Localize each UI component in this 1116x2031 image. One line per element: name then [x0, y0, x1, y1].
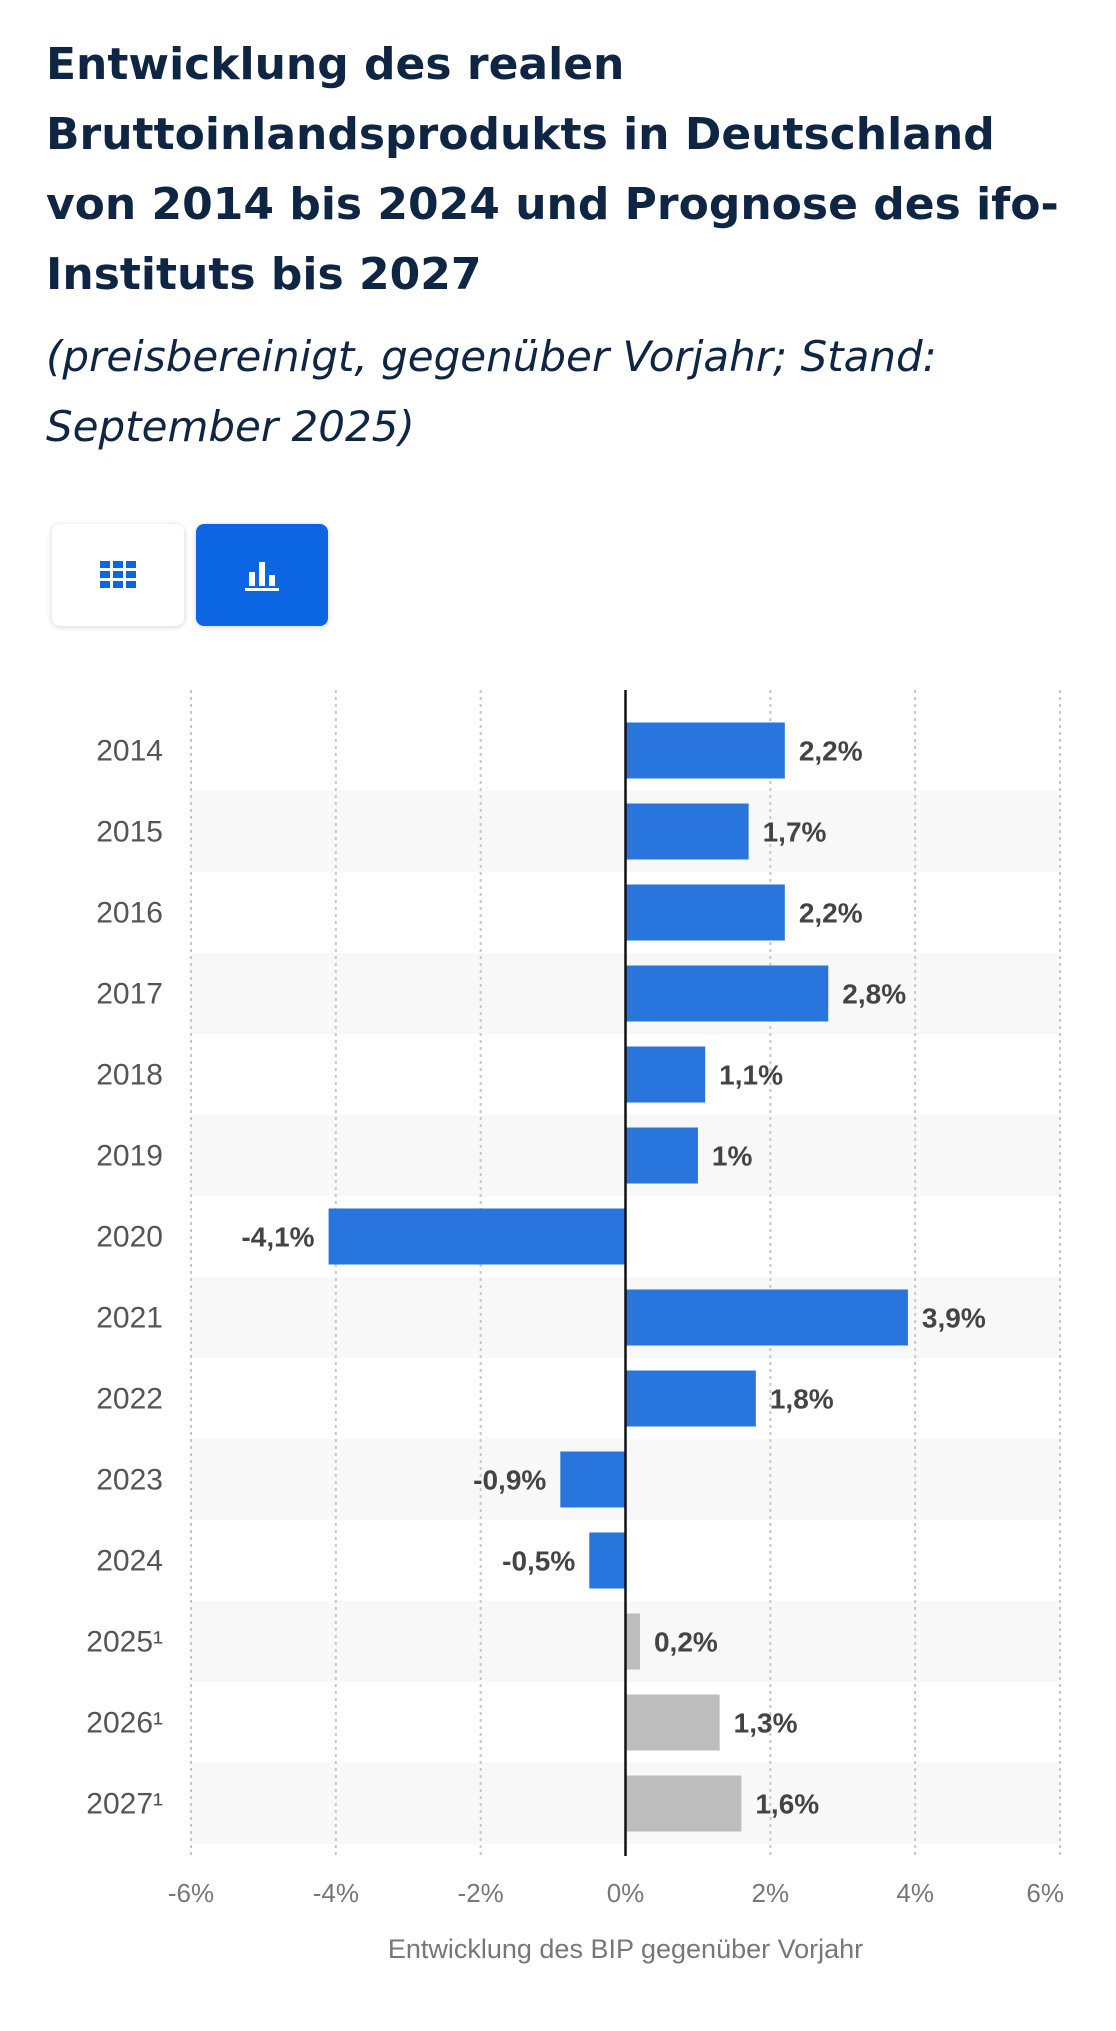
grid-icon [100, 561, 136, 588]
category-label: 2027¹ [86, 1788, 163, 1821]
x-axis-title: Entwicklung des BIP gegenüber Vorjahr [388, 1934, 863, 1964]
category-label: 2017 [96, 978, 163, 1011]
bar [625, 1127, 698, 1184]
chart-view-button[interactable] [196, 524, 328, 626]
tick-label: 4% [896, 1878, 934, 1908]
value-label: 0,2% [654, 1627, 718, 1658]
tick-label: -4% [313, 1878, 359, 1908]
category-label: 2023 [96, 1464, 163, 1497]
category-label: 2014 [96, 735, 163, 768]
value-label: 1,8% [770, 1384, 834, 1415]
chart-subtitle: (preisbereinigt, gegenüber Vorjahr; Stan… [46, 332, 937, 451]
bar [560, 1451, 626, 1508]
value-label: -4,1% [241, 1222, 314, 1253]
category-label: 2024 [96, 1545, 163, 1578]
value-label: 1% [712, 1141, 753, 1172]
bar [625, 722, 785, 779]
value-label: 1,3% [734, 1708, 798, 1739]
bar [625, 1694, 720, 1751]
category-label: 2021 [96, 1302, 163, 1335]
bar [625, 965, 829, 1022]
bar [328, 1208, 626, 1265]
category-label: 2022 [96, 1383, 163, 1416]
category-label: 2015 [96, 816, 163, 849]
bar [625, 1370, 756, 1427]
bar [625, 1775, 742, 1832]
chart-title: Entwicklung des realen Bruttoinlandsprod… [46, 39, 1059, 300]
tick-label: -2% [458, 1878, 504, 1908]
bar-chart: 2,2% 2014 1,7% 2015 2,2% 2016 2,8% 2017 1,1% 2018… [86, 690, 1064, 1964]
category-label: 2026¹ [86, 1707, 163, 1740]
value-label: -0,9% [473, 1465, 546, 1496]
tick-label: 6% [1026, 1878, 1064, 1908]
tick-label: 0% [607, 1878, 645, 1908]
table-view-button[interactable] [52, 524, 184, 626]
bar [625, 1613, 640, 1670]
value-label: 2,2% [799, 898, 863, 929]
value-label: 1,6% [755, 1789, 819, 1820]
tick-label: 2% [752, 1878, 790, 1908]
bar-chart-icon [245, 562, 279, 591]
category-label: 2025¹ [86, 1626, 163, 1659]
tick-label: -6% [168, 1878, 214, 1908]
value-label: 2,2% [799, 736, 863, 767]
category-label: 2016 [96, 897, 163, 930]
value-label: 2,8% [842, 979, 906, 1010]
category-label: 2020 [96, 1221, 163, 1254]
category-label: 2018 [96, 1059, 163, 1092]
value-label: 1,1% [719, 1060, 783, 1091]
value-label: 3,9% [922, 1303, 986, 1334]
bar [589, 1532, 626, 1589]
bar [625, 1046, 706, 1103]
category-label: 2019 [96, 1140, 163, 1173]
value-label: 1,7% [763, 817, 827, 848]
bar [625, 1289, 908, 1346]
value-label: -0,5% [502, 1546, 575, 1577]
bar [625, 803, 749, 860]
bar [625, 884, 785, 941]
